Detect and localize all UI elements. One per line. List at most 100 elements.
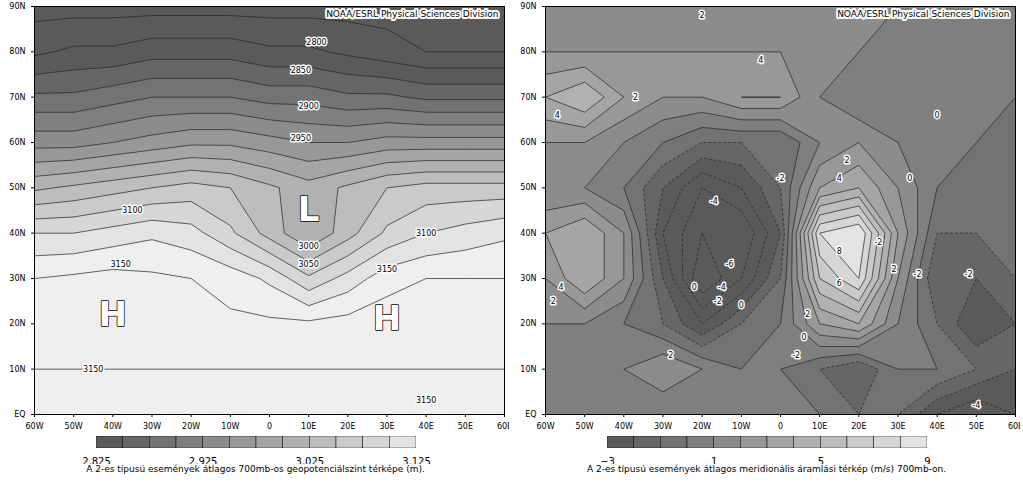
svg-text:H: H bbox=[99, 294, 127, 334]
svg-text:80N: 80N bbox=[520, 47, 536, 56]
svg-text:0: 0 bbox=[801, 333, 806, 342]
svg-text:40N: 40N bbox=[9, 229, 25, 238]
svg-text:60E: 60E bbox=[497, 422, 509, 431]
svg-text:0: 0 bbox=[935, 111, 940, 120]
svg-text:10N: 10N bbox=[520, 365, 536, 374]
svg-text:60W: 60W bbox=[25, 422, 43, 431]
svg-text:50N: 50N bbox=[520, 183, 536, 192]
svg-text:70N: 70N bbox=[520, 93, 536, 102]
svg-text:20N: 20N bbox=[9, 319, 25, 328]
svg-text:50E: 50E bbox=[458, 422, 473, 431]
svg-text:40E: 40E bbox=[419, 422, 434, 431]
svg-text:-2: -2 bbox=[792, 351, 800, 360]
svg-text:30W: 30W bbox=[654, 422, 672, 431]
svg-text:4: 4 bbox=[559, 283, 564, 292]
svg-text:2850: 2850 bbox=[291, 66, 311, 75]
svg-text:90N: 90N bbox=[9, 2, 25, 11]
svg-text:30N: 30N bbox=[520, 274, 536, 283]
svg-text:L: L bbox=[298, 189, 320, 229]
svg-text:EQ: EQ bbox=[14, 410, 25, 419]
svg-text:2800: 2800 bbox=[306, 38, 326, 47]
svg-text:3150: 3150 bbox=[416, 396, 436, 405]
svg-text:3150: 3150 bbox=[83, 365, 103, 374]
svg-text:3,125: 3,125 bbox=[402, 456, 431, 464]
svg-text:5: 5 bbox=[817, 456, 823, 464]
svg-text:10N: 10N bbox=[9, 365, 25, 374]
svg-text:30N: 30N bbox=[9, 274, 25, 283]
svg-text:10W: 10W bbox=[732, 422, 750, 431]
svg-text:2900: 2900 bbox=[298, 102, 318, 111]
svg-text:-2: -2 bbox=[965, 270, 973, 279]
svg-text:8: 8 bbox=[837, 247, 842, 256]
svg-text:-2: -2 bbox=[777, 174, 785, 183]
svg-text:EQ: EQ bbox=[525, 410, 536, 419]
svg-text:60W: 60W bbox=[536, 422, 554, 431]
svg-text:30W: 30W bbox=[143, 422, 161, 431]
svg-text:10E: 10E bbox=[812, 422, 827, 431]
svg-text:2,825: 2,825 bbox=[82, 456, 111, 464]
svg-text:3100: 3100 bbox=[122, 206, 142, 215]
svg-text:-2: -2 bbox=[914, 270, 922, 279]
svg-text:NOAA/ESRL Physical Sciences Di: NOAA/ESRL Physical Sciences Division bbox=[326, 9, 498, 19]
svg-text:30E: 30E bbox=[890, 422, 905, 431]
svg-text:3,025: 3,025 bbox=[295, 456, 324, 464]
svg-text:-2: -2 bbox=[714, 297, 722, 306]
svg-text:60E: 60E bbox=[1008, 422, 1020, 431]
svg-text:50N: 50N bbox=[9, 183, 25, 192]
svg-text:0: 0 bbox=[739, 301, 744, 310]
svg-text:6: 6 bbox=[837, 279, 842, 288]
svg-text:NOAA/ESRL Physical Sciences Di: NOAA/ESRL Physical Sciences Division bbox=[837, 9, 1009, 19]
svg-text:4: 4 bbox=[758, 56, 763, 65]
svg-text:60N: 60N bbox=[9, 138, 25, 147]
svg-text:-4: -4 bbox=[718, 283, 726, 292]
svg-text:40W: 40W bbox=[104, 422, 122, 431]
svg-text:20E: 20E bbox=[851, 422, 866, 431]
svg-text:1: 1 bbox=[710, 456, 716, 464]
svg-text:0: 0 bbox=[267, 422, 272, 431]
svg-text:2: 2 bbox=[892, 265, 897, 274]
svg-text:20E: 20E bbox=[340, 422, 355, 431]
svg-text:2: 2 bbox=[845, 156, 850, 165]
svg-text:20N: 20N bbox=[520, 319, 536, 328]
svg-text:9: 9 bbox=[924, 456, 930, 464]
svg-text:0: 0 bbox=[907, 174, 912, 183]
svg-text:2: 2 bbox=[633, 93, 638, 102]
svg-text:-6: -6 bbox=[726, 260, 734, 269]
svg-text:30E: 30E bbox=[379, 422, 394, 431]
svg-text:2,925: 2,925 bbox=[188, 456, 217, 464]
svg-text:0: 0 bbox=[778, 422, 783, 431]
svg-text:40W: 40W bbox=[615, 422, 633, 431]
svg-text:90N: 90N bbox=[520, 2, 536, 11]
svg-text:−3: −3 bbox=[600, 456, 615, 464]
svg-text:40E: 40E bbox=[930, 422, 945, 431]
svg-text:50W: 50W bbox=[65, 422, 83, 431]
svg-text:70N: 70N bbox=[9, 93, 25, 102]
svg-text:2950: 2950 bbox=[291, 134, 311, 143]
html-text:A 2-es típusú események átlago: A 2-es típusú események átlagos 700mb-os… bbox=[86, 464, 425, 474]
svg-text:3150: 3150 bbox=[110, 260, 130, 269]
svg-text:H: H bbox=[373, 298, 401, 338]
svg-text:-4: -4 bbox=[972, 401, 980, 410]
svg-text:60N: 60N bbox=[520, 138, 536, 147]
svg-text:10W: 10W bbox=[221, 422, 239, 431]
svg-text:2: 2 bbox=[668, 351, 673, 360]
svg-text:3050: 3050 bbox=[298, 260, 318, 269]
svg-text:4: 4 bbox=[555, 111, 560, 120]
svg-text:2: 2 bbox=[700, 11, 705, 20]
svg-text:0: 0 bbox=[692, 283, 697, 292]
svg-text:3100: 3100 bbox=[416, 229, 436, 238]
svg-text:50E: 50E bbox=[969, 422, 984, 431]
svg-text:40N: 40N bbox=[520, 229, 536, 238]
svg-text:4: 4 bbox=[837, 174, 842, 183]
svg-text:2: 2 bbox=[551, 297, 556, 306]
svg-text:-4: -4 bbox=[710, 197, 718, 206]
svg-text:20W: 20W bbox=[182, 422, 200, 431]
svg-text:2: 2 bbox=[805, 310, 810, 319]
svg-text:20W: 20W bbox=[693, 422, 711, 431]
svg-text:80N: 80N bbox=[9, 47, 25, 56]
svg-text:50W: 50W bbox=[576, 422, 594, 431]
svg-text:3150: 3150 bbox=[377, 265, 397, 274]
svg-text:10E: 10E bbox=[301, 422, 316, 431]
svg-text:3000: 3000 bbox=[298, 242, 318, 251]
svg-text:-2: -2 bbox=[874, 238, 882, 247]
